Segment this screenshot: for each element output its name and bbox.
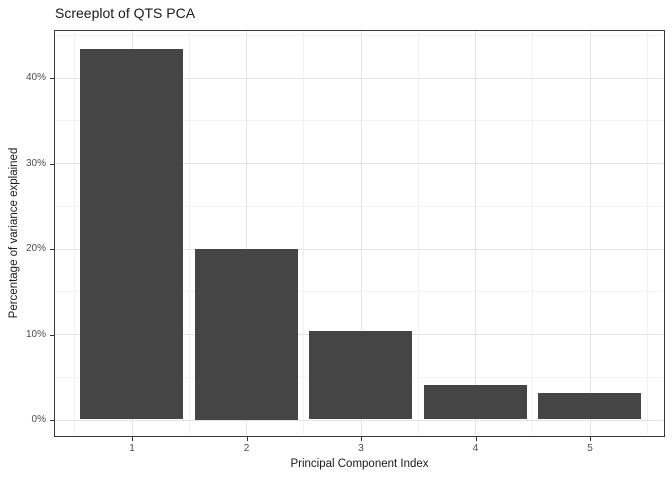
x-tick-mark bbox=[132, 437, 133, 441]
y-tick-label: 20% bbox=[25, 243, 46, 254]
chart-title: Screeplot of QTS PCA bbox=[55, 5, 196, 21]
minor-gridline-vertical bbox=[74, 31, 76, 435]
x-tick-mark bbox=[590, 437, 591, 441]
x-axis-title: Principal Component Index bbox=[290, 458, 429, 470]
y-tick-mark bbox=[50, 249, 54, 250]
major-gridline-vertical bbox=[589, 31, 591, 435]
minor-gridline-horizontal bbox=[55, 34, 663, 36]
y-tick-mark bbox=[50, 78, 54, 79]
major-gridline-horizontal bbox=[55, 419, 663, 421]
y-tick-mark bbox=[50, 420, 54, 421]
y-tick-label: 40% bbox=[25, 72, 46, 83]
x-tick-label: 2 bbox=[243, 443, 250, 454]
y-tick-label: 30% bbox=[25, 157, 46, 169]
y-tick-label: 10% bbox=[25, 328, 46, 340]
major-gridline-horizontal bbox=[55, 248, 663, 250]
bar-pc4 bbox=[423, 385, 527, 420]
x-tick-label: 1 bbox=[129, 443, 135, 454]
minor-gridline-vertical bbox=[303, 31, 305, 435]
minor-gridline-vertical bbox=[417, 31, 419, 435]
x-tick-mark bbox=[475, 437, 477, 441]
minor-gridline-vertical bbox=[532, 31, 534, 435]
minor-gridline-horizontal bbox=[55, 205, 663, 207]
major-gridline-horizontal bbox=[55, 163, 663, 164]
x-tick-mark bbox=[246, 437, 248, 441]
major-gridline-horizontal bbox=[55, 77, 663, 79]
bar-pc2 bbox=[194, 248, 298, 420]
x-tick-label: 3 bbox=[358, 443, 364, 454]
y-tick-mark bbox=[50, 163, 54, 165]
y-axis-title: Percentage of variance explained bbox=[8, 147, 20, 319]
bar-pc1 bbox=[80, 49, 183, 420]
major-gridline-vertical bbox=[246, 31, 247, 435]
minor-gridline-vertical bbox=[188, 31, 190, 435]
y-tick-mark bbox=[50, 334, 54, 336]
y-tick-label: 0% bbox=[31, 414, 46, 425]
minor-gridline-horizontal bbox=[55, 291, 663, 293]
minor-gridline-vertical bbox=[646, 31, 648, 435]
major-gridline-vertical bbox=[360, 31, 362, 435]
x-tick-label: 5 bbox=[587, 443, 593, 454]
plot-panel-area bbox=[55, 31, 664, 436]
minor-gridline-horizontal bbox=[55, 120, 663, 122]
x-tick-mark bbox=[361, 437, 362, 441]
major-gridline-vertical bbox=[475, 31, 476, 435]
bar-pc5 bbox=[538, 392, 641, 420]
x-tick-label: 4 bbox=[472, 443, 479, 454]
plot-panel bbox=[54, 30, 665, 437]
bar-pc3 bbox=[309, 330, 412, 420]
